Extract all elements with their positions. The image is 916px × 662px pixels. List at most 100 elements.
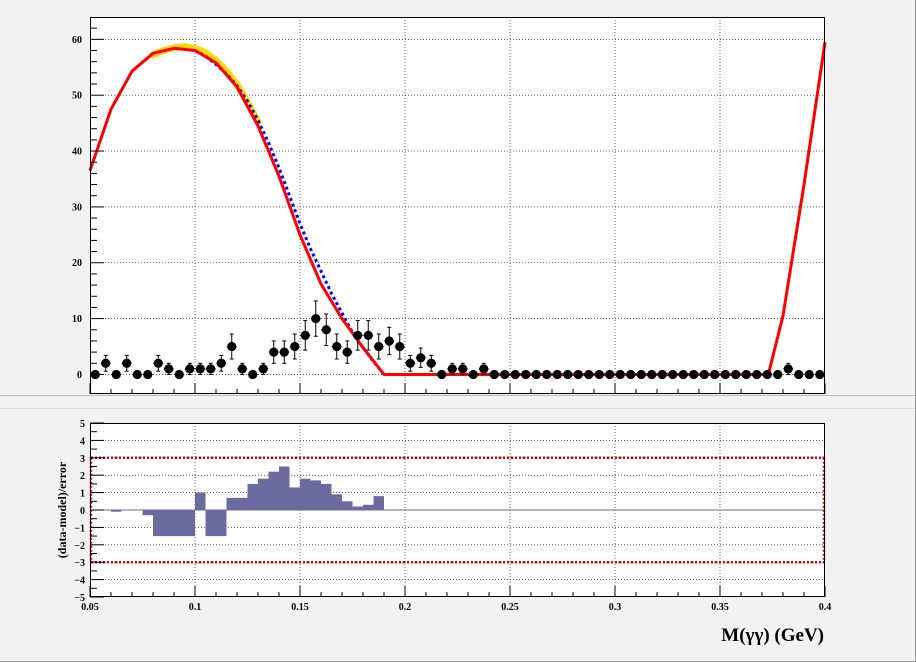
bottom-axis-ticks: −5 −4 −3 −2 −1 0 1 2 3 4 5 0.05 0.1 0.15 0.2 0.25 0.3 0.3… [74, 419, 831, 613]
data-point [762, 369, 772, 380]
data-point [164, 364, 174, 374]
data-point [384, 336, 394, 346]
data-point [657, 369, 667, 380]
data-point [678, 369, 688, 380]
data-point [689, 369, 699, 380]
top-y-tick-label: 10 [72, 314, 82, 325]
data-point [773, 369, 783, 380]
pull-bar [195, 492, 206, 510]
data-point [783, 364, 793, 374]
data-point [185, 364, 195, 374]
data-point [269, 347, 279, 357]
pull-bar [247, 483, 258, 510]
bottom-x-tick-label: 0.1 [189, 602, 202, 613]
data-point [815, 369, 825, 380]
bottom-x-tick-label: 0.05 [81, 602, 99, 613]
pull-bar [205, 510, 216, 537]
data-point [279, 347, 289, 357]
pull-bar [216, 510, 227, 537]
bottom-y-tick-label: 1 [80, 489, 85, 500]
data-point [720, 369, 730, 380]
data-point [437, 369, 447, 380]
data-point [542, 369, 552, 380]
bottom-x-tick-label: 0.3 [609, 602, 622, 613]
top-plot-frame [90, 17, 825, 394]
pull-bar [258, 478, 269, 510]
data-point [647, 369, 657, 380]
pull-bar [268, 471, 279, 510]
data-point [300, 330, 310, 340]
data-point [531, 369, 541, 380]
data-point [615, 369, 625, 380]
bottom-y-tick-label: 5 [80, 419, 85, 430]
data-point [699, 369, 709, 380]
top-plot-frame-fill [90, 17, 825, 394]
data-point [710, 369, 720, 380]
data-point [510, 369, 520, 380]
data-point [594, 369, 604, 380]
pull-bar [153, 510, 164, 537]
top-y-tick-label: 50 [72, 91, 82, 102]
data-point [416, 353, 426, 363]
pull-bar [226, 497, 237, 510]
top-y-tick-label: 40 [72, 147, 82, 158]
data-point [363, 330, 373, 340]
bottom-y-tick-label: 4 [80, 436, 85, 447]
bottom-y-tick-label: −3 [74, 558, 85, 569]
data-point [521, 369, 531, 380]
data-point [668, 369, 678, 380]
data-point [101, 358, 111, 368]
data-point [332, 341, 342, 352]
data-point [248, 369, 258, 380]
data-point [174, 369, 184, 380]
data-point [290, 341, 300, 352]
bottom-x-tick-label: 0.2 [399, 602, 412, 613]
data-point [216, 358, 226, 368]
top-y-tick-label: 30 [72, 202, 82, 213]
pull-bar [363, 504, 374, 510]
pull-bar [142, 510, 153, 516]
pull-bar [111, 510, 122, 512]
bottom-y-tick-label: −2 [74, 541, 85, 552]
pull-bar [373, 496, 384, 510]
data-point [195, 364, 205, 374]
bottom-x-tick-label: 0.35 [711, 602, 729, 613]
data-point [311, 314, 321, 324]
data-point [374, 341, 384, 352]
pull-bar [321, 483, 332, 510]
data-point [741, 369, 751, 380]
bottom-plot-frame [90, 423, 825, 597]
data-point [258, 364, 268, 374]
data-point [111, 369, 121, 380]
data-point [563, 369, 573, 380]
pull-bar [279, 466, 290, 510]
data-point [794, 369, 804, 380]
pull-bars-layer [90, 466, 825, 537]
data-point [405, 358, 415, 368]
pull-bar [300, 478, 311, 510]
data-point [227, 341, 237, 352]
data-point [426, 358, 436, 368]
pull-bar [163, 510, 174, 537]
bottom-y-tick-label: 0 [80, 506, 85, 517]
pull-bar [174, 510, 185, 537]
data-point [479, 364, 489, 374]
data-point [804, 369, 814, 380]
data-points-layer [90, 300, 825, 380]
data-point [636, 369, 646, 380]
data-point [489, 369, 499, 380]
data-point [752, 369, 762, 380]
pull-bar [289, 487, 300, 510]
bottom-y-tick-label: −1 [74, 523, 85, 534]
data-point [468, 369, 478, 380]
bottom-y-tick-label: −5 [74, 593, 85, 604]
pull-bar [310, 480, 321, 510]
data-point [731, 369, 741, 380]
y-axis-title: (data-model)/error [55, 461, 69, 558]
bottom-y-tick-label: 2 [80, 471, 85, 482]
data-point [353, 330, 363, 340]
data-point [552, 369, 562, 380]
data-point [132, 369, 142, 380]
